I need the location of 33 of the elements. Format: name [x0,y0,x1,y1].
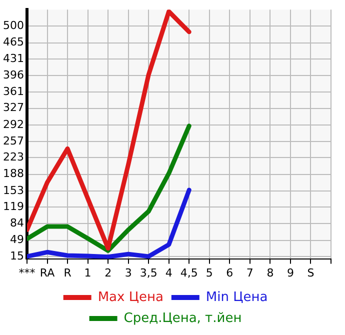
y-tick-label: 465 [2,36,24,49]
x-tick-label: 8 [266,266,274,280]
y-tick-label: 223 [2,150,24,164]
legend-label: Max Цена [98,290,164,305]
x-tick-label: S [307,266,314,280]
x-tick-label: 9 [286,266,294,280]
y-tick-label: 396 [2,68,24,82]
y-tick-label: 327 [2,101,24,114]
x-tick-label: RA [40,266,56,280]
y-tick-label: 431 [2,52,24,65]
legend-label: Сред.Цена, т.йен [124,310,242,326]
x-tick-label: 4,5 [180,266,198,280]
x-tick-label: 6 [226,266,234,280]
y-tick-label: 292 [2,118,24,131]
x-tick-label: R [64,266,72,280]
x-tick-label: 1 [84,266,92,280]
y-tick-label: 153 [2,184,24,197]
y-tick-label: 361 [2,85,24,98]
x-tick-label: 5 [206,266,213,280]
x-tick-label: 3 [124,266,132,280]
y-tick-label: 15 [10,249,24,262]
y-tick-label: 84 [10,216,24,230]
y-tick-label: 257 [2,134,24,148]
y-tick-label: 500 [2,19,24,32]
x-tick-label: 4 [165,266,172,280]
x-tick-label: 7 [246,266,254,280]
y-tick-label: 119 [2,200,24,213]
x-tick-label: *** [18,266,36,280]
legend-label: Min Цена [206,290,268,305]
y-tick-label: 188 [2,167,24,180]
x-tick-label: 2 [104,266,112,280]
y-tick-label: 49 [10,233,24,246]
x-tick-label: 3,5 [140,266,158,280]
